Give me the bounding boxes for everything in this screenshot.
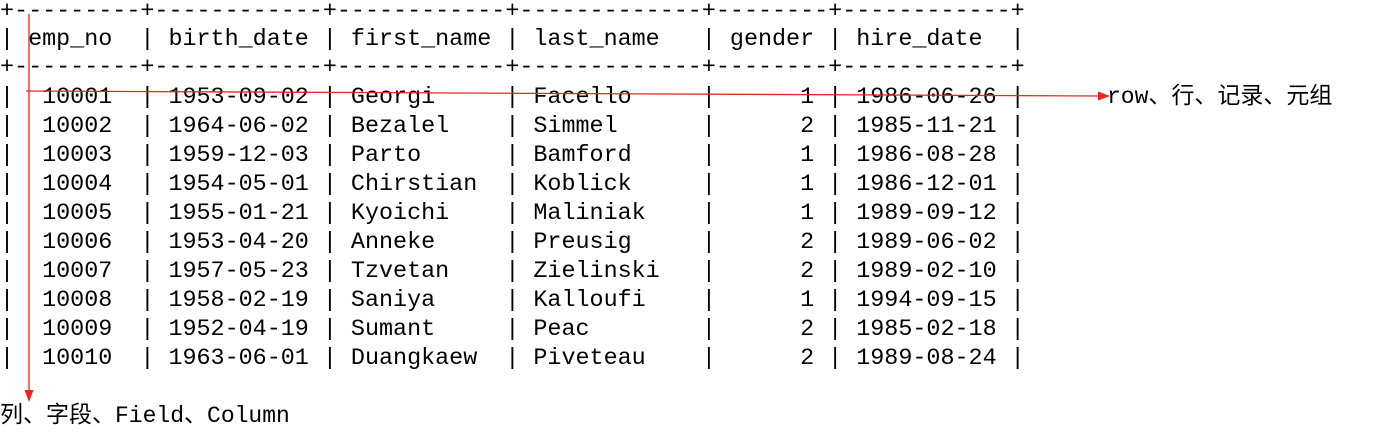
table-row: | 10010 | 1963-06-01 | Duangkaew | Pivet… <box>0 346 1025 372</box>
table-row: | 10003 | 1959-12-03 | Parto | Bamford |… <box>0 143 1025 169</box>
row-arrow-head <box>1098 91 1110 101</box>
table-row: | 10004 | 1954-05-01 | Chirstian | Kobli… <box>0 172 1025 198</box>
table-row: | 10005 | 1955-01-21 | Kyoichi | Malinia… <box>0 201 1025 227</box>
row-annotation-label: row、行、记录、元组 <box>1107 84 1333 110</box>
table-row: | 10007 | 1957-05-23 | Tzvetan | Zielins… <box>0 259 1025 285</box>
table-header-row: | emp_no | birth_date | first_name | las… <box>0 27 1025 53</box>
table-row: | 10002 | 1964-06-02 | Bezalel | Simmel … <box>0 114 1025 140</box>
table-row: | 10008 | 1958-02-19 | Saniya | Kalloufi… <box>0 288 1025 314</box>
column-annotation-label: 列、字段、Field、Column <box>0 403 290 429</box>
table-row: | 10001 | 1953-09-02 | Georgi | Facello … <box>0 85 1025 111</box>
column-arrow-head <box>24 390 34 402</box>
table-border-top: +---------+------------+------------+---… <box>0 0 1025 25</box>
table-border-header: +---------+------------+------------+---… <box>0 55 1025 81</box>
row-arrow-line <box>25 90 1099 97</box>
table-row: | 10009 | 1952-04-19 | Sumant | Peac | 2… <box>0 317 1025 343</box>
table-row: | 10006 | 1953-04-20 | Anneke | Preusig … <box>0 230 1025 256</box>
